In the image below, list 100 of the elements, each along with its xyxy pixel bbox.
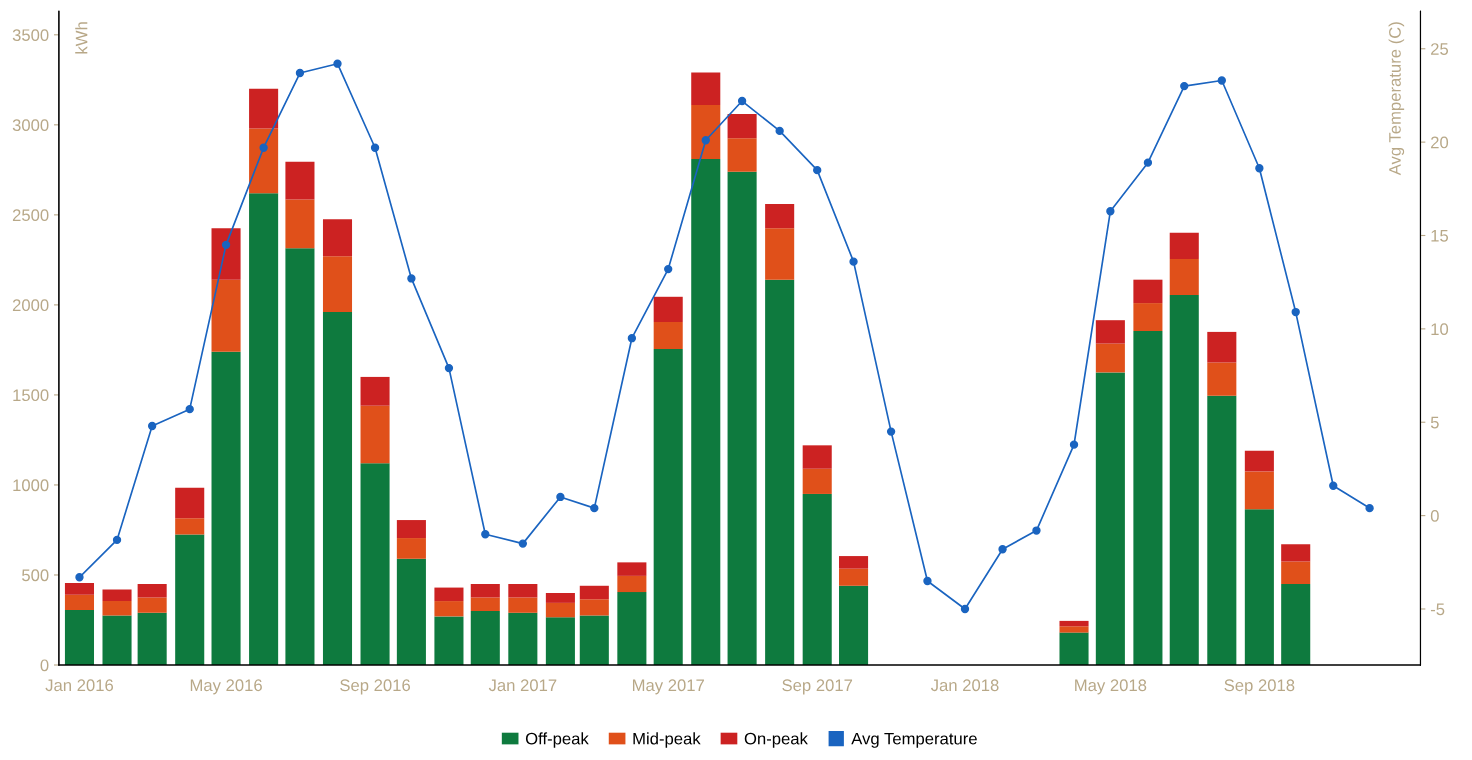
bar — [396, 520, 426, 539]
bar — [137, 612, 167, 665]
point — [998, 545, 1007, 554]
bar — [839, 556, 869, 569]
bar — [653, 322, 683, 349]
point — [627, 334, 637, 343]
x-tick-label: Jan 2018 — [930, 679, 999, 692]
bar — [175, 518, 205, 535]
point — [737, 96, 747, 106]
y2-tick-label: 25 — [1431, 43, 1449, 55]
point — [701, 136, 710, 145]
point — [295, 68, 305, 78]
bar — [137, 597, 167, 613]
point — [813, 165, 822, 175]
bar — [102, 589, 132, 602]
y-tick-label: 3500 — [12, 29, 49, 42]
y-tick-label: 3000 — [12, 119, 49, 132]
bar — [1207, 331, 1237, 363]
y-tick-label: 0 — [40, 659, 49, 672]
bar — [137, 583, 167, 598]
bar — [765, 279, 795, 665]
bar — [617, 562, 647, 576]
legend-label: On-peak — [744, 732, 808, 748]
bar — [64, 583, 95, 595]
bar — [1207, 395, 1237, 665]
point — [886, 427, 896, 436]
point — [221, 240, 231, 249]
bar — [285, 161, 315, 200]
bar — [617, 575, 647, 593]
x-tick-label: Jan 2017 — [488, 679, 557, 692]
bar — [579, 599, 609, 616]
x-tick-label: May 2018 — [1075, 679, 1147, 695]
bar — [802, 493, 832, 665]
y2-tick-label: 5 — [1430, 416, 1439, 429]
point — [370, 143, 380, 152]
bar — [545, 602, 575, 618]
bar — [322, 219, 353, 257]
y2-tick-label: 0 — [1430, 510, 1439, 522]
bar — [765, 228, 795, 280]
point — [481, 530, 490, 539]
y-tick-label: 2000 — [12, 299, 49, 312]
point — [1032, 526, 1041, 535]
point — [1291, 307, 1300, 317]
point — [849, 257, 858, 266]
bar — [64, 594, 95, 611]
bar — [1169, 258, 1199, 295]
bar — [434, 616, 464, 665]
y2-tick-label: 10 — [1431, 323, 1449, 336]
bar — [765, 204, 795, 229]
y2-tick-label: 20 — [1431, 136, 1449, 149]
y-tick-label: 1000 — [13, 479, 49, 492]
point — [923, 576, 932, 586]
x-tick-label: Sep 2017 — [782, 679, 853, 695]
point — [1329, 481, 1338, 490]
bar — [102, 615, 132, 665]
bar — [579, 615, 609, 665]
x-tick-label: Jan 2016 — [45, 679, 114, 692]
bar — [727, 171, 757, 665]
bar — [1281, 561, 1311, 584]
x-tick-label: May 2017 — [632, 679, 704, 695]
y-tick-label: 500 — [22, 569, 49, 582]
bar — [285, 248, 315, 665]
bar — [102, 601, 132, 616]
bar — [1133, 303, 1163, 331]
bar — [1133, 279, 1163, 304]
bar — [211, 351, 241, 665]
bar — [396, 538, 426, 559]
bar — [470, 583, 500, 598]
y2-axis-title: Avg Temperature (C) — [1388, 22, 1405, 176]
bar — [1133, 331, 1163, 665]
bar — [1281, 544, 1311, 562]
bar — [802, 468, 832, 494]
y2-tick-label: -5 — [1430, 603, 1445, 616]
point — [556, 492, 565, 502]
bar — [691, 105, 721, 160]
legend-label: Mid-peak — [633, 732, 701, 748]
legend-label: Avg Temperature — [851, 732, 977, 748]
bar — [360, 405, 390, 464]
bar — [617, 592, 647, 665]
legend-label: Off-peak — [525, 732, 589, 748]
point — [1365, 503, 1374, 513]
point — [1217, 76, 1226, 85]
bar — [1207, 362, 1237, 396]
y-tick-label: 1500 — [13, 389, 49, 402]
bar — [64, 610, 95, 665]
point — [185, 404, 194, 414]
bar — [545, 592, 575, 603]
bar — [1244, 509, 1274, 665]
bar — [802, 445, 832, 469]
bar — [1169, 232, 1199, 259]
point — [407, 274, 416, 283]
bar — [1059, 626, 1089, 633]
bar — [579, 585, 609, 600]
point — [147, 421, 157, 431]
bar — [653, 296, 683, 322]
bar — [470, 610, 500, 665]
bar — [249, 193, 279, 665]
point — [1180, 81, 1189, 91]
bar — [175, 487, 205, 519]
x-tick-label: May 2016 — [190, 679, 262, 695]
